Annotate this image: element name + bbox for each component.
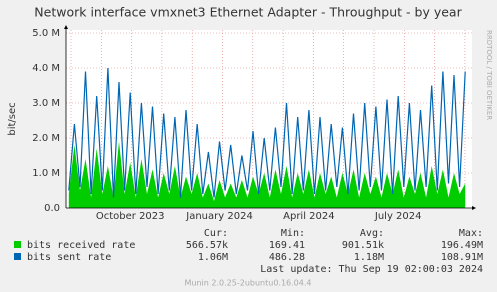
legend-swatch (14, 253, 21, 260)
stat-value: 566.57k (186, 240, 228, 251)
legend-swatch (14, 241, 21, 248)
y-tick-label: 0.0 (44, 203, 60, 214)
stat-value: 901.51k (342, 240, 384, 251)
legend-label: bits received rate (27, 240, 135, 251)
stat-value: 1.06M (198, 252, 228, 263)
stat-value: 486.28 (269, 252, 305, 263)
y-tick-label: 3.0 M (32, 98, 60, 109)
y-tick-label: 2.0 M (32, 133, 60, 144)
y-arrow (64, 25, 68, 29)
x-tick-label: July 2024 (374, 211, 422, 222)
last-update: Last update: Thu Sep 19 02:00:03 2024 (260, 264, 483, 275)
footer: Munin 2.0.25-2ubuntu0.16.04.4 (185, 279, 312, 288)
series-line (68, 67, 466, 198)
side-text: RRDTOOL / TOBI OETIKER (485, 30, 493, 120)
stat-value: 196.49M (441, 240, 483, 251)
y-tick-label: 4.0 M (32, 63, 60, 74)
stat-header: Min: (281, 228, 305, 239)
series-area (68, 141, 466, 208)
stat-header: Avg: (360, 228, 384, 239)
stat-value: 1.18M (354, 252, 384, 263)
y-axis-label: bit/sec (7, 102, 18, 135)
y-tick-label: 5.0 M (32, 28, 60, 39)
stat-header: Max: (459, 228, 483, 239)
chart-title: Network interface vmxnet3 Ethernet Adapt… (34, 5, 462, 20)
x-arrow (472, 206, 476, 210)
stat-header: Cur: (204, 228, 228, 239)
stat-value: 169.41 (269, 240, 305, 251)
x-tick-label: January 2024 (185, 211, 253, 222)
stat-value: 108.91M (441, 252, 483, 263)
x-tick-label: April 2024 (283, 211, 334, 222)
x-tick-label: October 2023 (96, 211, 165, 222)
legend-label: bits sent rate (27, 252, 111, 263)
y-tick-label: 1.0 M (32, 168, 60, 179)
